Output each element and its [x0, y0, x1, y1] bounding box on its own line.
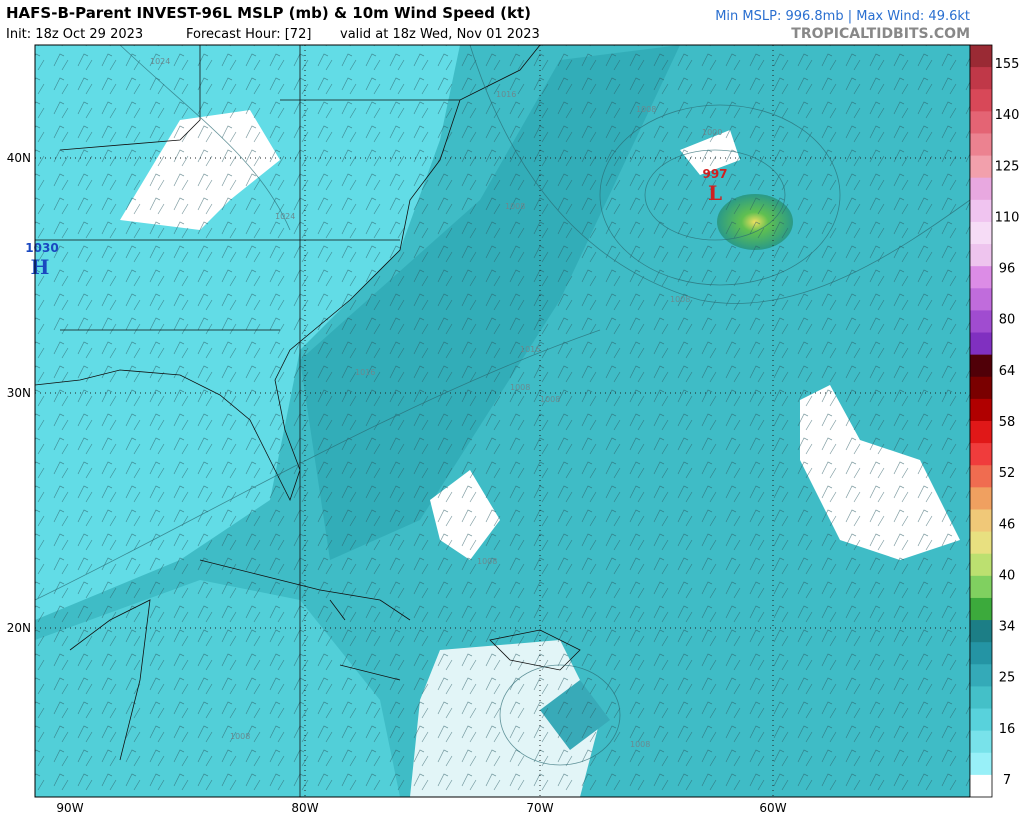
colorbar-swatch [970, 155, 992, 179]
colorbar-swatch [970, 620, 992, 643]
colorbar-frame [969, 44, 993, 798]
colorbar-label: 40 [999, 568, 1016, 583]
low-pressure-value: 997 [702, 167, 727, 181]
colorbar-swatch [970, 288, 992, 311]
colorbar-swatch [970, 575, 992, 599]
isobar-label: 1000 [702, 128, 722, 137]
colorbar-label: 46 [999, 517, 1016, 532]
isobar-label: 1024 [150, 57, 170, 66]
isobar-label: 1008 [636, 105, 656, 114]
colorbar-swatch [970, 310, 992, 334]
isobar-label: 1016 [520, 345, 540, 354]
colorbar-swatch [970, 752, 992, 776]
colorbar-swatch [970, 487, 992, 510]
colorbar-swatch [970, 244, 992, 267]
colorbar-label: 110 [995, 210, 1020, 225]
latitude-label: 20N [7, 621, 31, 635]
high-pressure-value: 1030 [25, 241, 58, 255]
isobar-label: 1024 [275, 212, 295, 221]
isobar-label: 1008 [477, 557, 497, 566]
colorbar-label: 125 [995, 159, 1020, 174]
title: HAFS-B-Parent INVEST-96L MSLP (mb) & 10m… [6, 4, 531, 22]
latitude-label: 30N [7, 386, 31, 400]
wind-barbs [35, 45, 970, 797]
colorbar-label: 140 [995, 108, 1020, 123]
colorbar-label: 155 [995, 57, 1020, 72]
colorbar: 7 16 25 34 40 46 52 58 64 80 96 110 125 140 155 [969, 44, 1020, 798]
colorbar-swatch [970, 266, 992, 289]
colorbar-label: 7 [1003, 773, 1011, 788]
colorbar-swatch [970, 354, 992, 378]
latitude-label: 40N [7, 151, 31, 165]
colorbar-swatch [970, 221, 992, 245]
colorbar-swatch [970, 730, 992, 754]
colorbar-swatch [970, 89, 992, 112]
colorbar-swatch [970, 553, 992, 577]
colorbar-swatch [970, 421, 992, 444]
colorbar-label: 34 [999, 620, 1016, 635]
colorbar-swatch [970, 45, 992, 68]
colorbar-swatch [970, 398, 992, 422]
stats: Min MSLP: 996.8mb | Max Wind: 49.6kt [715, 9, 970, 24]
colorbar-label: 25 [999, 671, 1016, 686]
colorbar-swatch [970, 199, 992, 223]
colorbar-swatch [970, 67, 992, 90]
isobar-label: 1008 [540, 395, 560, 404]
colorbar-label: 80 [999, 313, 1016, 328]
isobar-label: 1008 [230, 732, 250, 741]
colorbar-label: 16 [999, 722, 1016, 737]
isobar-label: 1008 [505, 202, 525, 211]
valid-time: valid at 18z Wed, Nov 01 2023 [340, 27, 540, 42]
isobar-label: 1016 [496, 90, 516, 99]
longitude-label: 70W [526, 801, 553, 815]
colorbar-swatch [970, 686, 992, 710]
coastlines [34, 44, 581, 797]
colorbar-swatch [970, 177, 992, 201]
isobar-label: 1008 [510, 383, 530, 392]
colorbar-label: 96 [999, 262, 1016, 277]
colorbar-swatch [970, 708, 992, 732]
isobar-label: 1008 [670, 295, 690, 304]
longitude-label: 60W [759, 801, 786, 815]
colorbar-swatch [970, 642, 992, 665]
low-pressure-symbol: L [708, 181, 722, 205]
colorbar-swatch [970, 376, 992, 400]
source: TROPICALTIDBITS.COM [791, 26, 970, 42]
isobar-label: 1016 [355, 368, 375, 377]
colorbar-swatch [970, 465, 992, 488]
colorbar-swatch [970, 443, 992, 466]
colorbar-swatch [970, 111, 992, 134]
isobar-label: 1008 [630, 740, 650, 749]
colorbar-swatch [970, 531, 992, 555]
colorbar-swatch [970, 597, 992, 621]
colorbar-label: 64 [999, 364, 1016, 379]
forecast-hour: Forecast Hour: [72] [186, 27, 311, 42]
colorbar-label: 52 [999, 466, 1016, 481]
colorbar-swatch [970, 133, 992, 157]
colorbar-swatch [970, 332, 992, 356]
isobars [34, 44, 971, 766]
colorbar-label: 58 [999, 415, 1016, 430]
init-time: Init: 18z Oct 29 2023 [6, 27, 143, 42]
longitude-label: 80W [291, 801, 318, 815]
colorbar-swatch [970, 509, 992, 533]
high-pressure-symbol: H [31, 255, 50, 279]
graticule [35, 45, 970, 797]
map-area: 1024 1016 1008 1000 1024 1008 1008 1016 … [25, 44, 971, 798]
longitude-label: 90W [56, 801, 83, 815]
colorbar-swatch [970, 664, 992, 687]
colorbar-swatch [970, 774, 992, 798]
